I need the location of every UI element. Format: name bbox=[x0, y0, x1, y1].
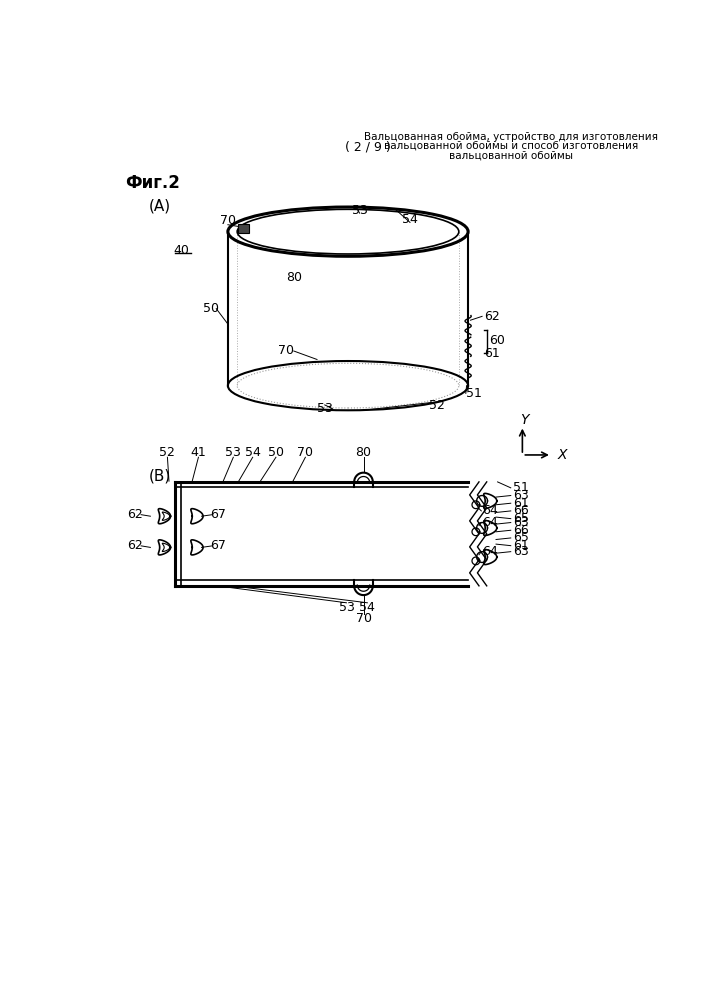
Text: 64: 64 bbox=[482, 545, 498, 558]
Text: 63: 63 bbox=[513, 516, 529, 529]
Text: 50: 50 bbox=[268, 446, 284, 459]
Text: 70: 70 bbox=[356, 612, 371, 625]
Text: (B): (B) bbox=[149, 468, 171, 483]
Text: 54: 54 bbox=[402, 213, 418, 226]
Text: 61: 61 bbox=[513, 539, 529, 552]
Text: 52: 52 bbox=[429, 399, 445, 412]
Text: (A): (A) bbox=[149, 199, 171, 214]
Text: 64: 64 bbox=[482, 516, 498, 529]
Text: 40: 40 bbox=[173, 244, 189, 257]
Text: 70: 70 bbox=[220, 214, 236, 227]
Text: 52: 52 bbox=[160, 446, 175, 459]
Text: 80: 80 bbox=[356, 446, 371, 459]
Text: 60: 60 bbox=[489, 334, 505, 347]
Text: 80: 80 bbox=[286, 271, 302, 284]
Text: 53: 53 bbox=[317, 402, 333, 415]
Text: 66: 66 bbox=[513, 504, 529, 517]
Text: 51: 51 bbox=[513, 481, 529, 494]
Text: 62: 62 bbox=[127, 539, 143, 552]
Text: X: X bbox=[557, 448, 567, 462]
Text: 62: 62 bbox=[484, 310, 499, 323]
Text: Фиг.2: Фиг.2 bbox=[126, 174, 180, 192]
Text: 54: 54 bbox=[245, 446, 261, 459]
Text: вальцованной обоймы: вальцованной обоймы bbox=[449, 150, 573, 160]
Text: 67: 67 bbox=[210, 508, 226, 521]
Text: 70: 70 bbox=[278, 344, 294, 358]
Text: 70: 70 bbox=[298, 446, 313, 459]
Text: Вальцованная обойма, устройство для изготовления: Вальцованная обойма, устройство для изго… bbox=[363, 132, 658, 142]
Text: 53: 53 bbox=[226, 446, 241, 459]
Bar bbox=[238, 224, 249, 233]
Text: 65: 65 bbox=[513, 512, 529, 525]
Text: 61: 61 bbox=[484, 347, 499, 360]
Text: 64: 64 bbox=[482, 504, 498, 517]
Text: 61: 61 bbox=[513, 497, 529, 510]
Text: 54: 54 bbox=[359, 601, 375, 614]
Text: 50: 50 bbox=[203, 302, 219, 315]
Text: ( 2 / 9 ): ( 2 / 9 ) bbox=[344, 141, 390, 154]
Text: 63: 63 bbox=[513, 489, 529, 502]
Text: 51: 51 bbox=[466, 387, 481, 400]
Text: 53: 53 bbox=[339, 601, 354, 614]
Text: 63: 63 bbox=[513, 545, 529, 558]
Text: Y: Y bbox=[520, 413, 528, 427]
Text: 53: 53 bbox=[351, 204, 368, 217]
Text: 41: 41 bbox=[191, 446, 206, 459]
Text: 67: 67 bbox=[210, 539, 226, 552]
Text: 66: 66 bbox=[513, 524, 529, 537]
Text: вальцованной обоймы и способ изготовления: вальцованной обоймы и способ изготовлени… bbox=[384, 141, 638, 151]
Text: 65: 65 bbox=[513, 531, 529, 544]
Text: 62: 62 bbox=[127, 508, 143, 521]
